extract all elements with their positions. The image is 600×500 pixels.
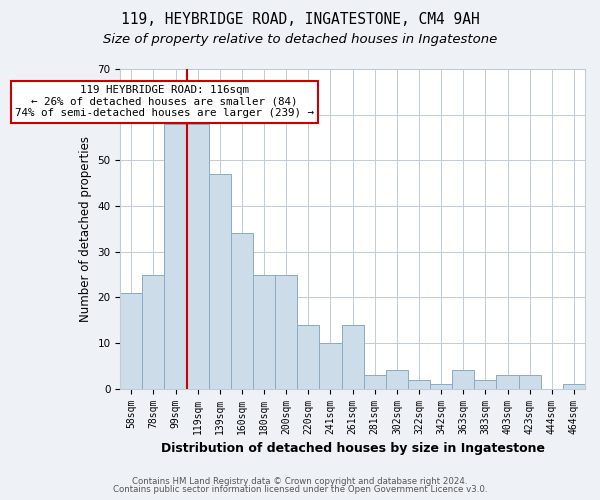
Bar [209, 174, 231, 388]
Bar [386, 370, 408, 388]
Bar [563, 384, 585, 388]
Bar [364, 375, 386, 388]
Bar [341, 325, 364, 388]
Bar [275, 274, 297, 388]
Bar [297, 325, 319, 388]
Bar [430, 384, 452, 388]
Bar [475, 380, 496, 388]
Bar [120, 293, 142, 388]
Y-axis label: Number of detached properties: Number of detached properties [79, 136, 92, 322]
Text: Contains HM Land Registry data © Crown copyright and database right 2024.: Contains HM Land Registry data © Crown c… [132, 477, 468, 486]
Text: 119, HEYBRIDGE ROAD, INGATESTONE, CM4 9AH: 119, HEYBRIDGE ROAD, INGATESTONE, CM4 9A… [121, 12, 479, 28]
Bar [231, 234, 253, 388]
Text: 119 HEYBRIDGE ROAD: 116sqm
← 26% of detached houses are smaller (84)
74% of semi: 119 HEYBRIDGE ROAD: 116sqm ← 26% of deta… [15, 85, 314, 118]
Text: Contains public sector information licensed under the Open Government Licence v3: Contains public sector information licen… [113, 485, 487, 494]
Text: Size of property relative to detached houses in Ingatestone: Size of property relative to detached ho… [103, 32, 497, 46]
Bar [408, 380, 430, 388]
Bar [319, 343, 341, 388]
Bar [142, 274, 164, 388]
Bar [518, 375, 541, 388]
Bar [253, 274, 275, 388]
Bar [187, 124, 209, 388]
X-axis label: Distribution of detached houses by size in Ingatestone: Distribution of detached houses by size … [161, 442, 545, 455]
Bar [452, 370, 475, 388]
Bar [496, 375, 518, 388]
Bar [164, 124, 187, 388]
